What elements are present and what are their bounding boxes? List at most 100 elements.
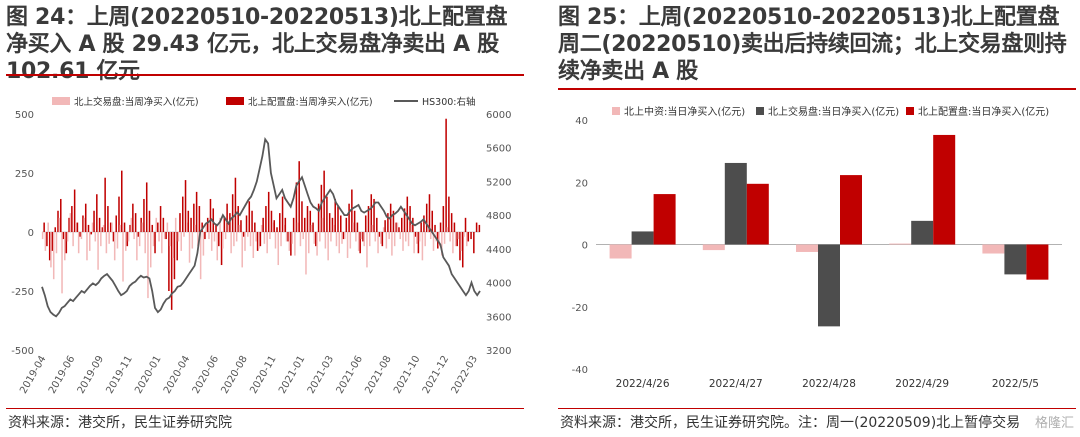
trading-bar	[407, 232, 410, 247]
trading-bar	[169, 232, 171, 247]
allocation-bar	[145, 182, 148, 232]
allocation-bar	[445, 118, 447, 232]
trading-bar	[324, 232, 327, 249]
x-category-label: 2022/5/5	[992, 378, 1039, 390]
trading-bar	[374, 232, 377, 242]
trading-bar	[368, 232, 371, 247]
allocation-bar	[420, 222, 422, 232]
allocation-bar	[84, 203, 87, 232]
trading-bar	[271, 222, 274, 232]
allocation-bar	[364, 215, 367, 232]
trading-bar	[94, 232, 97, 242]
allocation-bar	[223, 217, 226, 232]
allocation-bar	[140, 217, 142, 232]
trading-bar	[446, 227, 449, 232]
allocation-bar	[292, 217, 295, 232]
trading-bar	[393, 232, 396, 247]
trading-bar	[385, 232, 388, 249]
left-y-tick: 500	[15, 110, 34, 121]
allocation-bar	[312, 222, 314, 232]
left-y-tick: 250	[15, 169, 34, 180]
allocation-bar	[279, 213, 281, 232]
allocation-bar	[218, 232, 220, 247]
trading-bar	[427, 224, 429, 232]
allocation-bar	[254, 222, 256, 232]
left-panel: 图 24：上周(20220510-20220513)北上配置盘净买入 A 股 2…	[0, 0, 528, 437]
allocation-bar	[439, 222, 442, 232]
trading-bar	[335, 232, 338, 247]
allocation-bar	[112, 232, 115, 242]
right-source-rule	[558, 408, 1076, 409]
trading-bar	[50, 232, 52, 268]
x-tick-label: 2021-06	[335, 354, 365, 396]
allocation-bar	[351, 189, 353, 232]
allocation-bar	[406, 196, 409, 232]
left-source-rule	[6, 408, 524, 409]
allocation-bar	[270, 210, 273, 232]
x-tick-label: 2022-03	[450, 354, 480, 396]
trading-bar	[452, 232, 454, 254]
right-chart: 北上中资:当日净买入(亿元) 北上交易盘:当日净买入(亿元) 北上配置盘:当日净买入…	[572, 105, 1062, 390]
trading-bar	[186, 222, 188, 232]
allocation-bar	[259, 232, 262, 247]
allocation-bar	[342, 232, 345, 240]
trading-bar	[416, 232, 418, 244]
legend-label-hs300: HS300:右轴	[422, 96, 476, 108]
trading-bar	[174, 217, 177, 232]
allocation-bar	[115, 215, 117, 232]
trading-bar	[227, 222, 230, 232]
trading-bar	[235, 232, 238, 242]
trading-bar	[449, 232, 451, 242]
allocation-bar	[303, 217, 306, 232]
trading-bar	[432, 232, 435, 251]
allocation-bar	[359, 232, 361, 254]
right-y-tick: 20	[575, 178, 588, 189]
allocation-bar	[467, 232, 470, 242]
allocation-bar	[470, 232, 472, 240]
allocation-bar	[62, 232, 65, 240]
legend-label-2: 北上交易盘:当日净买入(亿元)	[768, 105, 899, 118]
allocation-bar	[190, 217, 192, 232]
trading-bar	[144, 232, 146, 254]
bar-3	[746, 183, 769, 245]
allocation-bar	[395, 222, 397, 232]
bar-1	[796, 244, 818, 252]
x-tick-label: 2021-12	[421, 354, 451, 396]
trading-bar	[266, 232, 268, 254]
trading-bar	[382, 227, 385, 232]
allocation-bar	[198, 206, 201, 232]
trading-bar	[443, 232, 446, 244]
trading-bar	[346, 232, 349, 258]
right-y-tick: 5200	[486, 177, 511, 188]
allocation-bar	[378, 232, 381, 237]
allocation-bar	[320, 184, 323, 232]
x-tick-label: 2020-06	[191, 354, 221, 396]
trading-bar	[388, 232, 390, 240]
allocation-bar	[240, 220, 242, 232]
allocation-bar	[98, 217, 101, 232]
trading-bar	[269, 232, 271, 240]
left-title-rule	[6, 74, 524, 76]
allocation-bar	[73, 189, 76, 232]
allocation-bar	[109, 222, 112, 232]
trading-bar	[122, 232, 124, 282]
allocation-bar	[448, 196, 450, 232]
allocation-bar	[51, 232, 54, 251]
trading-bar	[410, 224, 413, 232]
trading-bar	[136, 232, 138, 261]
x-category-label: 2022/4/29	[895, 378, 949, 390]
x-category-label: 2022/4/28	[802, 378, 856, 390]
right-y-tick: 40	[575, 116, 588, 127]
right-y-tick: -20	[572, 303, 588, 314]
allocation-bar	[301, 201, 303, 232]
trading-bar	[213, 232, 216, 242]
allocation-bar	[331, 217, 334, 232]
x-tick-label: 2020-11	[248, 354, 278, 396]
trading-bar	[163, 232, 166, 240]
legend-label-3: 北上配置盘:当日净买入(亿元)	[918, 105, 1049, 118]
allocation-bar	[434, 224, 436, 232]
allocation-bar	[234, 177, 237, 232]
allocation-bar	[54, 227, 56, 232]
allocation-bar	[376, 217, 378, 232]
allocation-bar	[309, 210, 312, 232]
